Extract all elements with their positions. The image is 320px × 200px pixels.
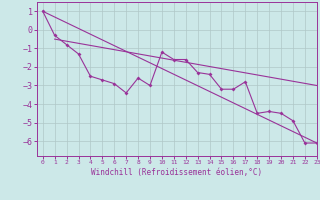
X-axis label: Windchill (Refroidissement éolien,°C): Windchill (Refroidissement éolien,°C) xyxy=(91,168,262,177)
